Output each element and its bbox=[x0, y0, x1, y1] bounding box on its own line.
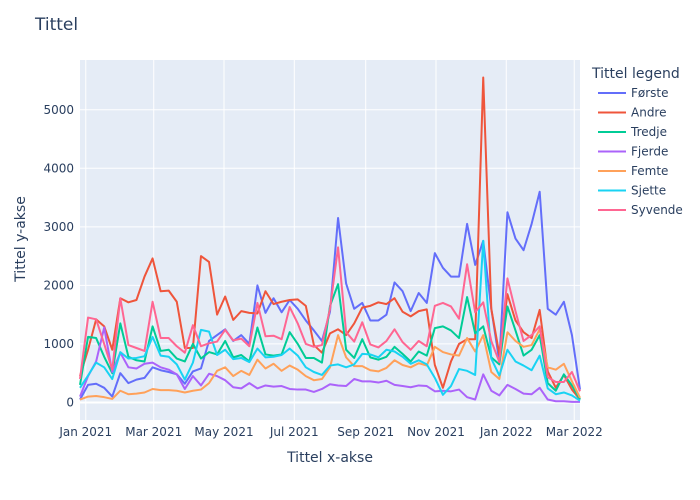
y-tick-label: 2000 bbox=[43, 278, 74, 292]
grid bbox=[80, 60, 580, 420]
series-line-femte bbox=[79, 328, 581, 401]
x-tick-label: Jan 2022 bbox=[479, 425, 533, 439]
x-tick-label: Jul 2021 bbox=[269, 425, 319, 439]
y-tick-label: 4000 bbox=[43, 161, 74, 175]
y-axis-title: Tittel y-akse bbox=[13, 196, 29, 283]
legend-item[interactable]: Femte bbox=[598, 164, 668, 178]
chart-title: Tittel bbox=[34, 15, 78, 35]
x-tick-label: May 2021 bbox=[194, 425, 253, 439]
legend-label: Syvende bbox=[631, 203, 683, 217]
legend-label: Andre bbox=[631, 106, 666, 120]
legend-item[interactable]: Syvende bbox=[598, 203, 683, 217]
x-axis-title: Tittel x-akse bbox=[286, 450, 373, 466]
x-tick-label: Mar 2021 bbox=[125, 425, 182, 439]
series-line-syvende bbox=[79, 246, 581, 392]
x-tick-label: Mar 2022 bbox=[546, 425, 603, 439]
y-tick-label: 3000 bbox=[43, 220, 74, 234]
series-line-fjerde bbox=[79, 326, 580, 403]
legend-label: Tredje bbox=[630, 125, 667, 139]
legend-item[interactable]: Sjette bbox=[598, 184, 666, 198]
legend-item[interactable]: Fjerde bbox=[598, 145, 668, 159]
x-tick-label: Nov 2021 bbox=[407, 425, 465, 439]
series-line-sjette bbox=[79, 239, 581, 402]
y-tick-label: 0 bbox=[66, 395, 74, 409]
legend-label: Første bbox=[631, 86, 669, 100]
y-tick-labels: 0 1000 2000 3000 4000 5000 bbox=[43, 103, 74, 410]
series-lines bbox=[79, 76, 581, 403]
plot-background bbox=[80, 60, 580, 420]
legend-item[interactable]: Tredje bbox=[598, 125, 667, 139]
legend-item[interactable]: Andre bbox=[598, 106, 666, 120]
x-tick-labels: Jan 2021 Mar 2021 May 2021 Jul 2021 Sep 2021… bbox=[58, 425, 602, 439]
legend-title: Tittel legend bbox=[591, 66, 680, 82]
x-tick-label: Jan 2021 bbox=[58, 425, 112, 439]
y-tick-label: 1000 bbox=[43, 337, 74, 351]
legend-item[interactable]: Første bbox=[598, 86, 669, 100]
legend-label: Sjette bbox=[631, 184, 666, 198]
legend[interactable]: Første Andre Tredje Fjerde Femte Sjette Syvend… bbox=[598, 86, 683, 217]
legend-label: Femte bbox=[631, 164, 668, 178]
series-line-andre bbox=[79, 76, 581, 401]
legend-label: Fjerde bbox=[631, 145, 668, 159]
x-tick-label: Sep 2021 bbox=[337, 425, 394, 439]
y-tick-label: 5000 bbox=[43, 103, 74, 117]
